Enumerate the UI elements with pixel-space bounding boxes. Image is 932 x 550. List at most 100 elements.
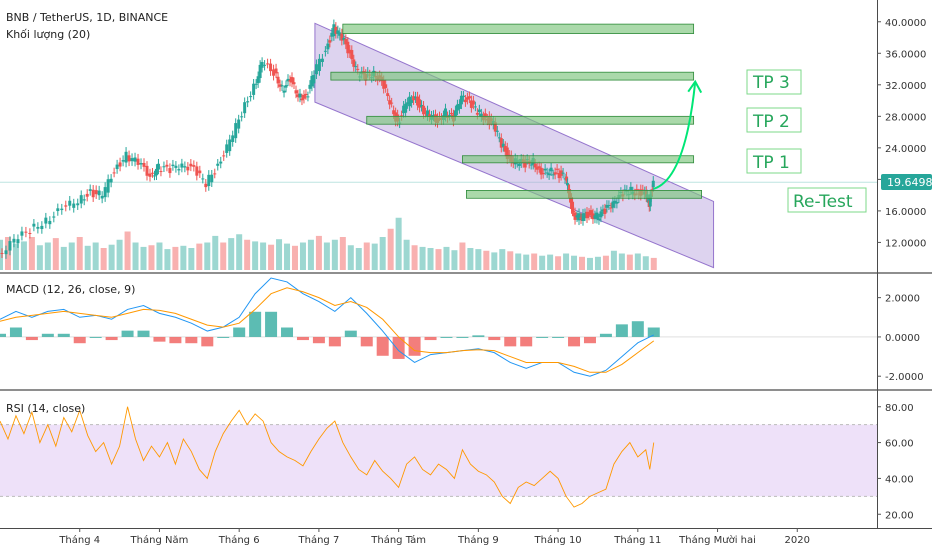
candle-body [280,85,284,87]
candle-body [539,167,543,175]
candle-body [56,208,60,212]
candle-body [408,96,412,107]
rsi-band [0,424,877,497]
symbol-title: BNB / TetherUS, 1D, BINANCE [6,11,168,24]
candle-body [475,112,479,115]
macd-histogram-bar [169,336,182,344]
candle-body [20,231,24,236]
y-tick-label: 16.0000 [885,207,926,218]
candle-body [443,108,447,117]
candle-body [356,68,360,70]
candle-body [418,99,422,108]
macd-histogram-bar [520,336,533,347]
candle-body [28,232,32,234]
candle-body [613,200,617,204]
volume-bar [563,253,570,270]
candle-body [566,183,570,186]
volume-bar [100,248,107,270]
y-tick-label: -2.0000 [885,372,924,383]
candle-body [595,212,599,219]
candle-body [288,80,292,82]
candle-body [573,212,577,220]
candle-body [207,174,211,187]
candle-body [479,113,483,118]
candle-body [326,43,330,50]
candle-body [635,189,639,191]
candle-body [231,135,235,142]
candle-body [133,157,137,162]
candle-body [555,168,559,170]
volume-bar [363,242,370,270]
volume-bar [634,253,641,270]
x-tick-label: Tháng 6 [218,534,260,546]
volume-bar [52,238,59,270]
candle-body [422,105,426,115]
y-tick-label: 24.0000 [885,144,926,155]
candle-body [350,50,354,60]
candle-body [392,110,396,115]
volume-bar [299,242,306,270]
target-zone [462,155,695,164]
candle-body [118,162,122,167]
tp3-label: TP 3 [746,69,802,95]
volume-bar [347,245,354,270]
candle-body [495,130,499,132]
candle-body [499,138,503,148]
macd-histogram-bar [9,327,22,337]
volume-bar [355,248,362,270]
x-tick-label: Tháng Tám [370,534,426,546]
volume-bar [180,245,187,270]
volume-bar [650,257,657,270]
svg-text:TP 1: TP 1 [752,153,790,173]
candle-body [195,166,199,176]
volume-bars [0,217,657,270]
volume-bar [260,242,267,270]
candle-body [354,66,358,68]
candle-body [559,170,563,176]
volume-bar [594,256,601,270]
candle-body [346,41,350,54]
candle-body [296,94,300,97]
candle-body [192,165,196,167]
candle-body [551,174,555,176]
macd-histogram-bar [488,336,501,341]
volume-bar [387,228,394,270]
volume-title: Khối lượng (20) [6,28,90,41]
volume-bar [459,242,466,270]
candle-body [159,171,163,173]
y-tick-label: 28.0000 [885,112,926,123]
volume-bar [403,239,410,270]
candle-body [186,166,190,171]
macd-title: MACD (12, 26, close, 9) [6,283,135,296]
macd-histogram-bar [408,336,421,356]
volume-bar [60,246,67,270]
macd-histogram-bar [233,327,246,337]
candle-body [243,102,247,114]
volume-bar [68,242,75,270]
macd-histogram-bar [0,333,6,337]
candle-body [36,226,40,229]
candle-body [24,231,28,233]
candle-body [183,166,187,168]
candle-body [577,213,581,221]
macd-histogram-bar [265,311,278,337]
macd-histogram-bar [296,336,309,341]
candle-body [142,162,146,167]
candle-body [263,64,267,66]
candle-body [302,94,306,99]
macd-histogram-bar [376,336,389,356]
y-tick-label: 60.00 [885,439,914,450]
tp1-label: TP 1 [746,148,802,174]
volume-bar [483,250,490,270]
candle-body [97,190,101,196]
target-zones [330,23,702,199]
volume-bar [539,255,546,270]
volume-bar [116,239,123,270]
volume-bar [124,231,131,270]
candle-body [276,76,280,84]
candle-body [272,69,276,76]
macd-histogram-bar [217,336,230,338]
volume-bar [236,234,243,270]
candle-body [517,163,521,166]
